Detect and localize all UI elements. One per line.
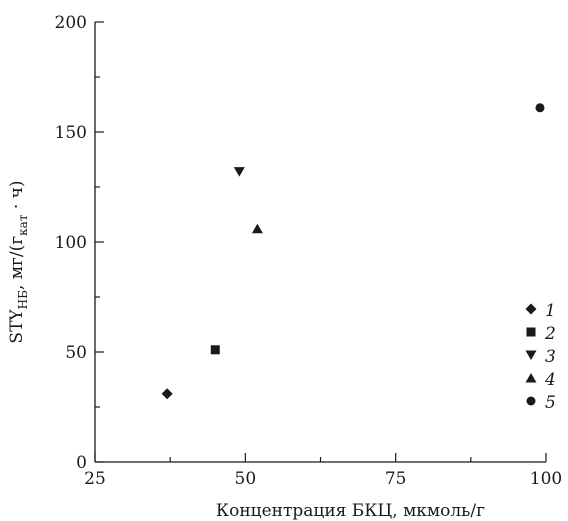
y-axis-label-sub1: НБ (16, 290, 30, 309)
axes (94, 22, 546, 463)
data-point-series-2 (210, 345, 220, 355)
data-points (161, 103, 545, 400)
legend-label-5: 5 (545, 393, 556, 413)
y-tick-label: 0 (76, 453, 87, 473)
legend-marker-5 (526, 396, 536, 406)
legend-label-1: 1 (545, 301, 556, 321)
y-tick-label: 200 (55, 13, 87, 33)
data-point-series-4 (251, 223, 263, 234)
y-axis-label-suffix: · ч) (7, 180, 27, 214)
x-tick-label: 25 (84, 469, 106, 489)
data-point-series-1 (161, 388, 173, 400)
legend-label-4: 4 (544, 370, 556, 390)
legend-label-2: 2 (544, 324, 556, 344)
legend-marker-1 (525, 303, 537, 315)
legend: 1 2 3 4 5 (525, 301, 556, 413)
y-tick-label: 100 (55, 233, 87, 253)
data-point-series-5 (535, 103, 545, 113)
y-axis-ticks: 0 50 100 150 200 (55, 13, 104, 473)
x-axis-ticks: 25 50 75 100 (84, 453, 562, 489)
x-tick-label: 100 (530, 469, 562, 489)
legend-marker-4 (525, 373, 537, 383)
y-axis-label-prefix: STY (7, 309, 27, 344)
x-tick-label: 75 (385, 469, 407, 489)
x-tick-label: 50 (235, 469, 257, 489)
y-axis-label-sub2: кат (16, 214, 30, 236)
y-tick-label: 150 (55, 123, 87, 143)
legend-marker-3 (525, 350, 537, 360)
y-axis-label-mid: , мг/(г (7, 236, 27, 290)
y-tick-label: 50 (65, 343, 87, 363)
y-axis-label: STYНБ, мг/(гкат · ч) (7, 180, 30, 343)
legend-label-3: 3 (545, 347, 556, 367)
data-point-series-3 (233, 167, 245, 177)
legend-marker-2 (526, 327, 536, 337)
x-axis-label: Концентрация БКЦ, мкмоль/г (216, 501, 485, 521)
